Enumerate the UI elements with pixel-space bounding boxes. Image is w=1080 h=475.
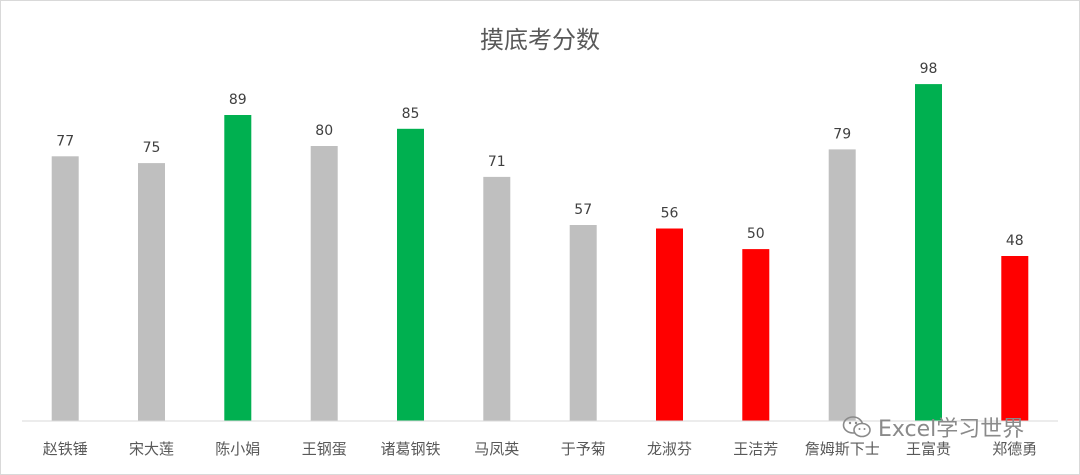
x-tick-label: 诸葛钢铁 bbox=[380, 440, 440, 458]
bar bbox=[1001, 256, 1029, 421]
x-tick-label: 赵铁锤 bbox=[43, 440, 88, 458]
data-label: 85 bbox=[402, 106, 420, 122]
data-label: 71 bbox=[488, 154, 506, 170]
watermark: Excel学习世界 bbox=[842, 410, 1024, 444]
bar bbox=[483, 176, 511, 421]
bar bbox=[656, 228, 683, 421]
x-tick-label: 王钢蛋 bbox=[302, 440, 347, 458]
wechat-icon bbox=[842, 416, 871, 438]
data-label: 79 bbox=[833, 126, 851, 142]
bar bbox=[397, 128, 424, 422]
bar bbox=[138, 163, 165, 421]
x-axis-tick-labels: 赵铁锤 宋大莲 陈小娟 王钢蛋 诸葛钢铁 马凤英 于予菊 龙淑芬 王洁芳 詹姆斯下士 王富贵 郑德勇 bbox=[43, 440, 1038, 458]
data-label: 57 bbox=[574, 202, 592, 218]
data-label: 80 bbox=[315, 123, 333, 139]
x-tick-label: 郑德勇 bbox=[992, 440, 1037, 458]
bar bbox=[828, 149, 856, 421]
bar bbox=[51, 156, 79, 422]
x-tick-label: 马凤英 bbox=[474, 440, 519, 458]
data-labels: 77 75 89 80 85 71 57 56 50 79 98 48 bbox=[56, 61, 1023, 249]
x-tick-label: 宋大莲 bbox=[129, 440, 174, 458]
bar bbox=[310, 146, 338, 421]
x-tick-label: 龙淑芬 bbox=[647, 440, 692, 458]
x-tick-label: 于予菊 bbox=[561, 440, 606, 458]
data-label: 77 bbox=[56, 133, 74, 149]
bar bbox=[224, 115, 252, 421]
data-label: 48 bbox=[1006, 233, 1024, 249]
bar bbox=[742, 249, 770, 421]
watermark-text: Excel学习世界 bbox=[878, 417, 1025, 442]
x-tick-label: 陈小娟 bbox=[215, 440, 260, 458]
bar bbox=[915, 84, 942, 421]
chart-title: 摸底考分数 bbox=[480, 26, 600, 54]
data-label: 98 bbox=[920, 61, 938, 77]
data-label: 75 bbox=[143, 140, 161, 156]
bars bbox=[51, 84, 1029, 422]
x-tick-label: 王富贵 bbox=[906, 440, 951, 458]
x-tick-label: 王洁芳 bbox=[733, 440, 778, 458]
data-label: 50 bbox=[747, 226, 765, 242]
data-label: 89 bbox=[229, 92, 247, 108]
data-label: 56 bbox=[661, 206, 679, 222]
x-tick-label: 詹姆斯下士 bbox=[805, 440, 880, 458]
bar bbox=[569, 225, 597, 421]
